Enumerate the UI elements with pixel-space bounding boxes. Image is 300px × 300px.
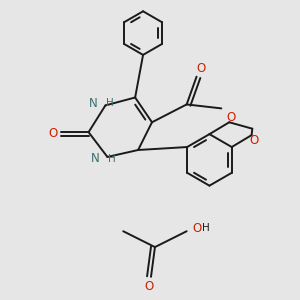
- Text: N: N: [89, 97, 98, 110]
- Text: N: N: [91, 152, 100, 165]
- Text: O: O: [249, 134, 258, 147]
- Text: O: O: [144, 280, 154, 293]
- Text: O: O: [193, 222, 202, 235]
- Text: O: O: [48, 127, 58, 140]
- Text: H: H: [106, 98, 114, 108]
- Text: H: H: [108, 154, 116, 164]
- Text: O: O: [226, 111, 236, 124]
- Text: O: O: [196, 62, 205, 75]
- Text: H: H: [202, 223, 209, 233]
